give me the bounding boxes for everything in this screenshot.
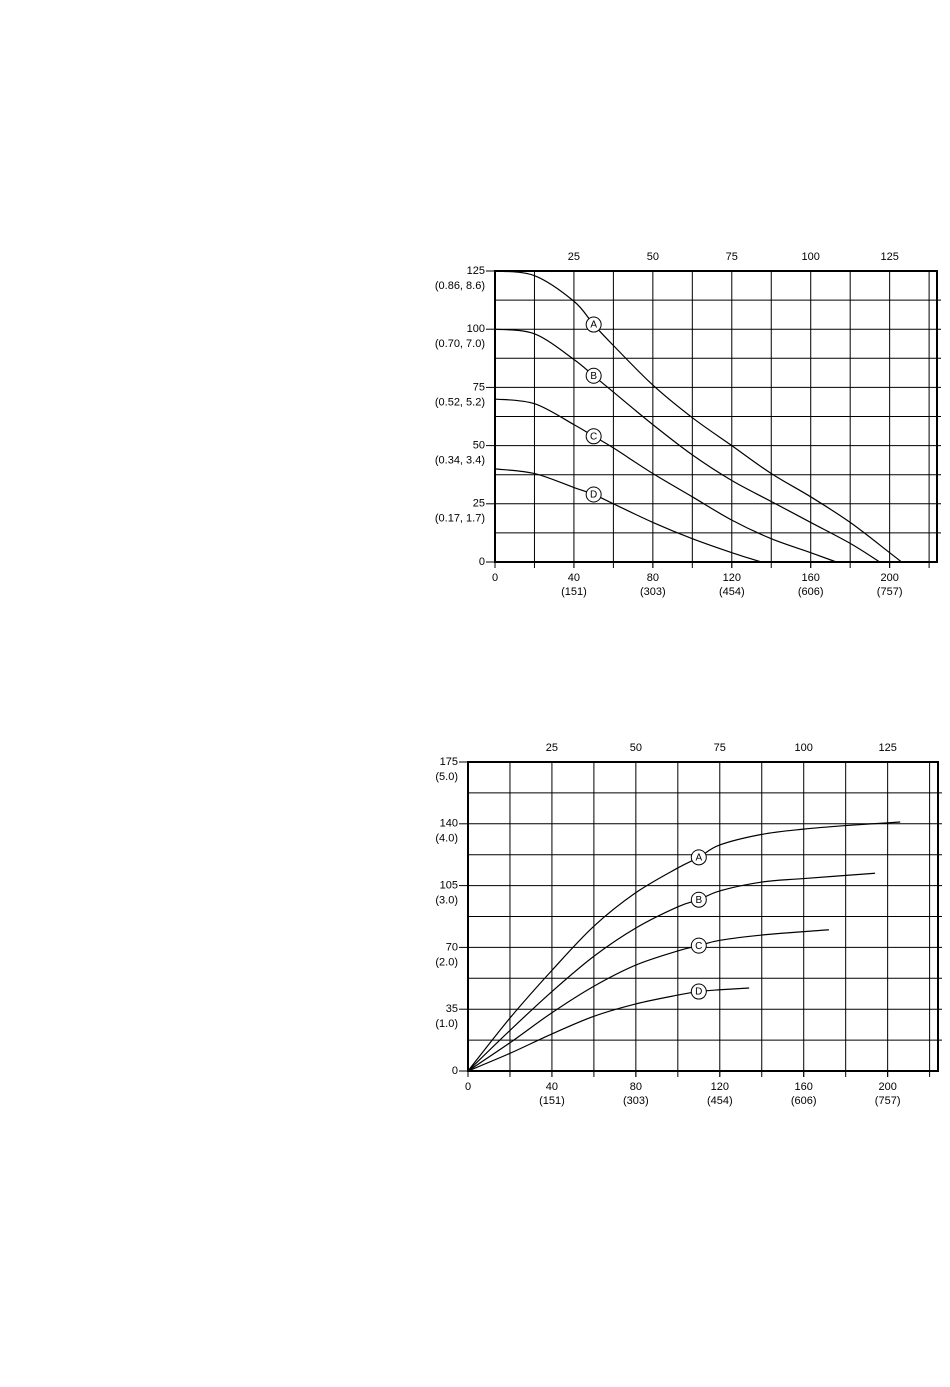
curve-label: D [695,987,702,998]
x-tick-sublabel: (454) [719,586,745,598]
y-tick-sublabel: (4.0) [435,833,458,845]
x2-tick-label: 50 [647,251,659,263]
x-tick-sublabel: (303) [640,586,666,598]
x-tick-sublabel: (606) [791,1095,817,1107]
y-tick-sublabel: (0.52, 5.2) [435,396,485,408]
x2-tick-label: 50 [630,742,642,754]
curve [467,872,876,1072]
y-tick-label: 50 [473,440,485,452]
y-tick-label: 35 [446,1003,458,1015]
x-tick-sublabel: (151) [539,1095,565,1107]
x-tick-label: 80 [630,1081,642,1093]
x-tick-label: 200 [878,1081,896,1093]
y-tick-label: 70 [446,941,458,953]
curve-label-circle [585,316,602,333]
x2-tick-label: 100 [802,251,820,263]
x2-tick-label: 75 [714,742,726,754]
x-tick-sublabel: (757) [875,1095,901,1107]
curve-label-circle [690,937,707,954]
y-tick-sublabel: (0.70, 7.0) [435,338,485,350]
curve-label: A [590,320,597,331]
y-tick-label: 75 [473,381,485,393]
y-tick-sublabel: (3.0) [435,895,458,907]
curve-label-circle [585,486,602,503]
x2-tick-label: 100 [795,742,813,754]
x-tick-label: 120 [711,1081,729,1093]
y-tick-sublabel: (5.0) [435,771,458,783]
y-tick-label: 125 [467,265,485,277]
x-tick-label: 80 [647,572,659,584]
curve [494,468,762,563]
x-tick-label: 0 [465,1081,471,1093]
y-tick-label: 140 [440,818,458,830]
y-tick-sublabel: (0.86, 8.6) [435,280,485,292]
x-tick-label: 40 [546,1081,558,1093]
x-tick-label: 120 [723,572,741,584]
curve-label-circle [585,367,602,384]
y-tick-sublabel: (0.17, 1.7) [435,513,485,525]
curve [494,270,902,563]
y-tick-sublabel: (2.0) [435,956,458,968]
curve-label: B [590,371,597,382]
y-tick-sublabel: (0.34, 3.4) [435,455,485,467]
x2-tick-label: 125 [880,251,898,263]
x-tick-label: 40 [568,572,580,584]
curve-label: D [590,490,597,501]
x-tick-sublabel: (606) [798,586,824,598]
x2-tick-label: 25 [546,742,558,754]
y-tick-label: 175 [440,756,458,768]
x2-tick-label: 125 [878,742,896,754]
x2-tick-label: 75 [726,251,738,263]
x-tick-label: 160 [795,1081,813,1093]
curve-label: A [695,852,702,863]
y-tick-label: 100 [467,323,485,335]
curve-label-circle [585,428,602,445]
curve-label: C [590,431,597,442]
y-tick-label: 0 [479,556,485,568]
curve-label-circle [690,983,707,1000]
curve-label: B [695,895,702,906]
x2-tick-label: 25 [568,251,580,263]
curve [494,398,837,563]
curve [494,328,881,563]
x-tick-sublabel: (757) [877,586,903,598]
y-tick-label: 0 [452,1065,458,1077]
x-tick-label: 0 [492,572,498,584]
plot-frame [467,761,939,1072]
y-tick-sublabel: (1.0) [435,1018,458,1030]
curve [467,821,901,1072]
x-tick-sublabel: (454) [707,1095,733,1107]
curve-label-circle [690,849,707,866]
curve-label: C [695,941,702,952]
curve-label-circle [690,891,707,908]
plot-frame [494,270,938,563]
curve [467,929,829,1072]
y-tick-label: 105 [440,880,458,892]
x-tick-label: 160 [802,572,820,584]
y-tick-label: 25 [473,498,485,510]
x-tick-sublabel: (303) [623,1095,649,1107]
x-tick-label: 200 [880,572,898,584]
curve [467,987,750,1072]
x-tick-sublabel: (151) [561,586,587,598]
